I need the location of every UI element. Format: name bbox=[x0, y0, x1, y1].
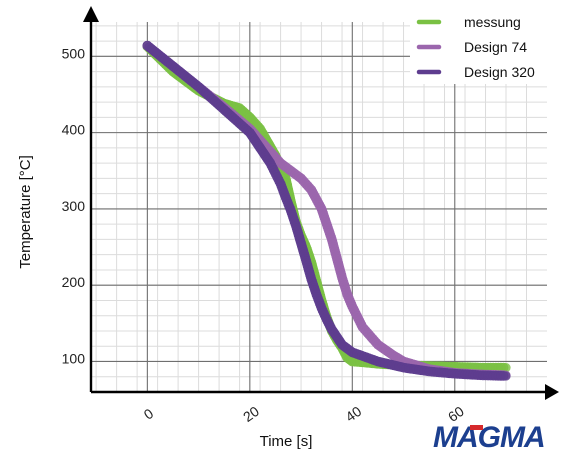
y-axis-title: Temperature [°C] bbox=[17, 155, 34, 269]
data-point bbox=[501, 371, 511, 381]
magma-logo: MAGMA bbox=[433, 421, 546, 453]
y-tick-label: 300 bbox=[62, 198, 86, 214]
legend: messung Design 74 Design 320 bbox=[410, 4, 560, 84]
y-axis-arrowhead bbox=[83, 6, 99, 22]
legend-label: Design 320 bbox=[464, 64, 535, 80]
x-tick-label: 0 bbox=[141, 405, 157, 423]
series-design-320 bbox=[142, 40, 511, 381]
x-axis-arrowhead bbox=[545, 384, 559, 400]
y-tick-label: 100 bbox=[62, 350, 86, 366]
magma-logo-text: MAGMA bbox=[433, 421, 545, 453]
legend-items: messung Design 74 Design 320 bbox=[416, 14, 535, 80]
y-tick-label: 500 bbox=[62, 45, 86, 61]
magma-logo-accent bbox=[470, 425, 483, 430]
series-layer bbox=[142, 40, 511, 381]
x-tick-label: 40 bbox=[342, 403, 364, 425]
legend-label: Design 74 bbox=[464, 39, 527, 55]
data-point bbox=[501, 362, 511, 373]
y-tick-label: 400 bbox=[62, 122, 86, 138]
x-tick-label: 20 bbox=[240, 403, 262, 425]
x-axis-title: Time [s] bbox=[260, 433, 313, 450]
axes bbox=[83, 6, 559, 400]
legend-label: messung bbox=[464, 14, 521, 30]
y-tick-label: 200 bbox=[62, 274, 86, 290]
